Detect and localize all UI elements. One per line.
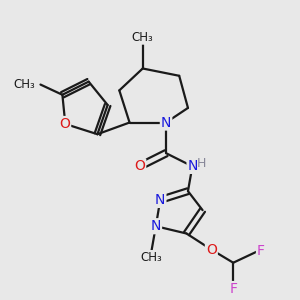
Text: CH₃: CH₃ (132, 31, 154, 44)
Text: N: N (161, 116, 171, 130)
Text: O: O (206, 243, 217, 256)
Text: CH₃: CH₃ (141, 251, 162, 264)
Text: N: N (151, 219, 161, 233)
Text: O: O (134, 159, 145, 173)
Text: CH₃: CH₃ (14, 78, 35, 91)
Text: F: F (257, 244, 265, 258)
Text: N: N (187, 159, 197, 173)
Text: N: N (155, 193, 165, 207)
Text: F: F (229, 282, 237, 296)
Text: O: O (59, 117, 70, 131)
Text: H: H (197, 157, 206, 170)
